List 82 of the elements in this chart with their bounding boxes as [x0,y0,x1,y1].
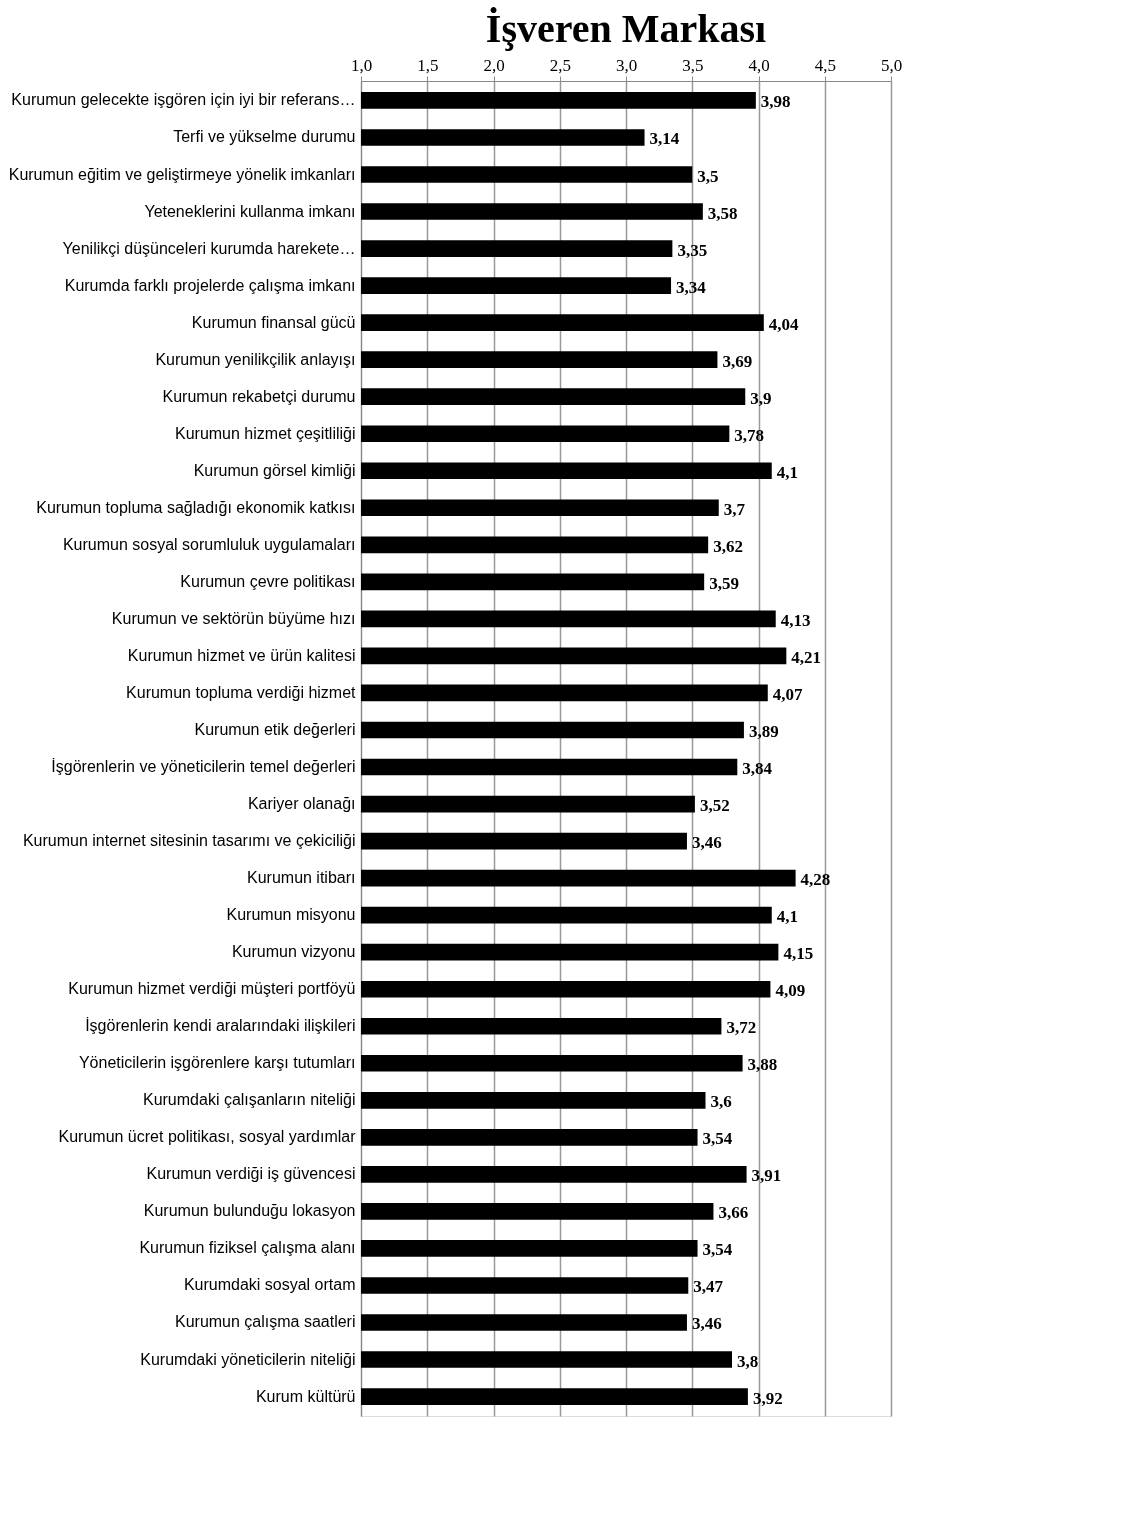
x-tick-label: 4,0 [748,55,770,75]
y-tick-label: Kurumun vizyonu [231,943,356,961]
y-tick-label: Terfi ve yükselme durumu [173,128,356,146]
data-label: 3,98 [760,92,791,112]
y-tick-label: Kurumun rekabetçi durumu [162,387,356,405]
data-label: 3,5 [697,166,719,186]
y-tick-label: Kurumun topluma sağladığı ekonomik katkısı [36,498,356,516]
y-tick-label: Kurumun görsel kimliği [193,461,356,479]
y-tick-label: Kurumun ve sektörün büyüme hızı [111,609,356,627]
data-label: 4,07 [772,684,804,704]
data-label: 3,72 [726,1018,757,1038]
y-tick-label: Kurumdaki yöneticilerin niteliği [140,1350,356,1368]
y-tick-label: Kurumdaki sosyal ortam [183,1276,356,1294]
data-label: 3,54 [702,1129,733,1149]
y-tick-label: Kariyer olanağı [247,795,356,813]
data-label: 4,1 [776,907,798,927]
x-tick-label: 2,0 [483,55,505,75]
data-label: 4,28 [800,870,831,890]
y-tick-label: Kurumun topluma verdiği hizmet [126,683,357,701]
data-label: 3,8 [737,1351,759,1371]
data-label: 3,78 [734,425,765,445]
y-tick-label: İşgörenlerin kendi aralarındaki ilişkileri [85,1016,356,1035]
y-tick-label: Kurumdaki çalışanların niteliği [142,1091,356,1109]
data-label: 4,15 [783,944,814,964]
y-tick-label: Kurumun çalışma saatleri [174,1313,356,1331]
y-tick-label: Kurumun hizmet verdiği müşteri portföyü [68,980,356,998]
x-tick-label: 2,5 [549,55,571,75]
data-label: 4,04 [768,314,800,334]
x-tick-label: 1,0 [350,55,373,75]
data-label: 3,92 [752,1388,783,1408]
y-tick-label: Kurumun internet sitesinin tasarımı ve çekiciliği [22,832,356,850]
y-tick-label: İşgörenlerin ve yöneticilerin temel değerleri [51,757,356,776]
y-tick-label: Kurumun gelecekte işgören için iyi bir referans… [11,91,356,109]
data-label: 3,7 [723,499,746,519]
data-label: 4,09 [775,981,806,1001]
data-label: 3,46 [691,833,722,853]
y-tick-label: Kurumun etik değerleri [194,720,356,738]
y-tick-label: Kurumun finansal gücü [191,313,356,331]
x-tick-label: 3,0 [615,55,638,75]
y-tick-label: Kurum kültürü [255,1387,356,1405]
data-label: 3,91 [751,1166,782,1186]
data-label: 3,84 [742,759,773,779]
y-tick-label: Kurumun fiziksel çalışma alanı [139,1239,356,1257]
chart-title: İşveren Markası [485,6,767,51]
y-tick-label: Kurumda farklı projelerde çalışma imkanı [64,276,356,294]
data-label: 4,13 [780,610,811,630]
y-tick-label: Kurumun yenilikçilik anlayışı [155,350,356,368]
y-tick-label: Kurumun hizmet çeşitliliği [174,424,356,442]
data-label: 3,35 [677,240,708,260]
data-label: 3,62 [713,536,743,556]
x-tick-label: 4,5 [814,55,836,75]
y-tick-label: Kurumun çevre politikası [180,572,356,590]
data-label: 4,21 [791,647,822,667]
data-label: 4,1 [776,462,798,482]
data-label: 3,59 [709,573,739,593]
data-label: 3,46 [691,1314,722,1334]
y-tick-label: Kurumun ücret politikası, sosyal yardımlar [58,1128,357,1146]
data-label: 3,89 [748,721,779,741]
data-label: 3,14 [649,129,680,149]
x-tick-label: 5,0 [880,55,903,75]
y-tick-label: Yeteneklerini kullanma imkanı [144,202,356,220]
y-tick-label: Kurumun eğitim ve geliştirmeye yönelik imkanları [8,165,356,183]
y-tick-label: Kurumun itibarı [247,869,356,887]
data-label: 3,88 [747,1055,778,1075]
x-tick-label: 1,5 [417,55,439,75]
y-tick-label: Kurumun misyonu [226,906,356,924]
y-tick-label: Yöneticilerin işgörenlere karşı tutumları [78,1054,356,1072]
x-tick-label: 3,5 [682,55,704,75]
data-label: 3,54 [702,1240,733,1260]
y-tick-label: Kurumun bulunduğu lokasyon [143,1202,356,1220]
y-tick-label: Kurumun hizmet ve ürün kalitesi [127,646,356,664]
y-tick-label: Kurumun verdiği iş güvencesi [146,1165,356,1183]
data-label: 3,6 [710,1092,732,1112]
data-label: 3,66 [718,1203,749,1223]
data-label: 3,34 [676,277,707,297]
data-label: 3,47 [693,1277,724,1297]
data-label: 3,52 [699,796,730,816]
y-tick-label: Kurumun sosyal sorumluluk uygulamaları [62,535,356,553]
y-tick-label: Yenilikçi düşünceleri kurumda harekete… [62,239,356,257]
data-label: 3,9 [750,388,772,408]
data-label: 3,69 [722,351,753,371]
data-label: 3,58 [707,203,738,223]
